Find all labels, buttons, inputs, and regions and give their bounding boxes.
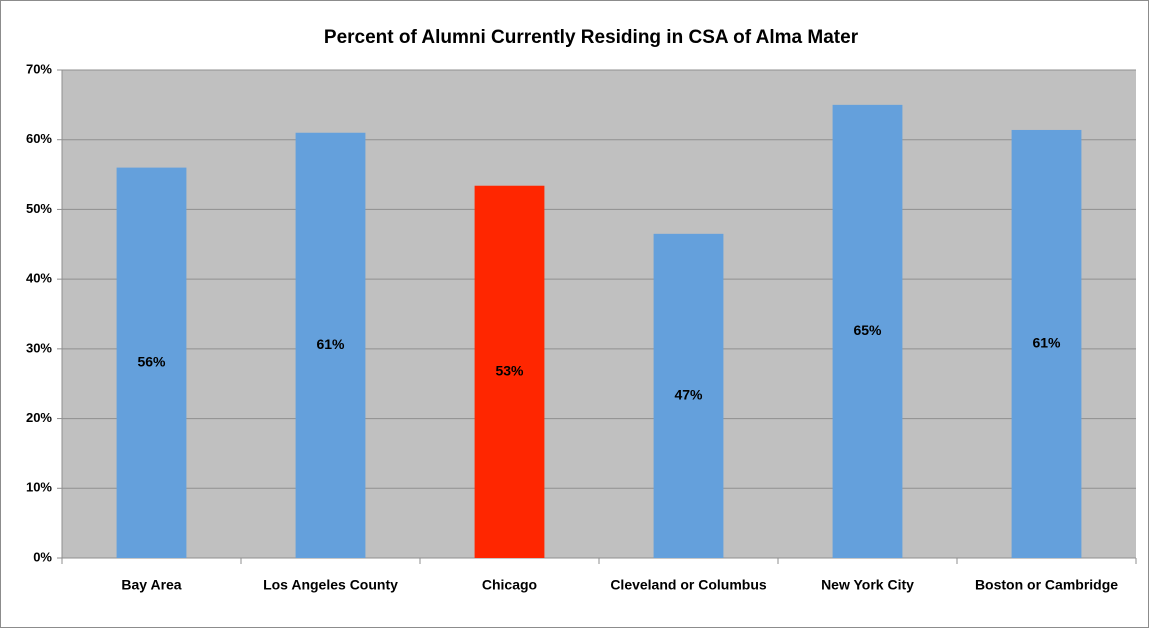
data-label: 56% <box>137 354 166 370</box>
x-tick-label: Chicago <box>482 577 537 593</box>
y-tick-label: 40% <box>26 271 52 286</box>
y-tick-label: 10% <box>26 480 52 495</box>
x-tick-label: New York City <box>821 577 914 593</box>
data-label: 61% <box>1032 335 1061 351</box>
x-tick-label: Cleveland or Columbus <box>610 577 767 593</box>
bar <box>474 185 545 558</box>
plot-area <box>62 70 1136 558</box>
chart-title: Percent of Alumni Currently Residing in … <box>324 27 859 48</box>
x-tick-label: Bay Area <box>121 577 181 593</box>
bar <box>1011 129 1082 558</box>
data-label: 61% <box>316 336 345 352</box>
y-tick-label: 50% <box>26 201 52 216</box>
y-tick-label: 60% <box>26 131 52 146</box>
x-tick-label: Boston or Cambridge <box>975 577 1118 593</box>
data-label: 53% <box>495 363 524 379</box>
bar <box>653 233 724 559</box>
x-tick-label: Los Angeles County <box>263 577 398 593</box>
y-tick-label: 0% <box>33 549 52 564</box>
y-tick-label: 20% <box>26 410 52 425</box>
y-tick-label: 30% <box>26 340 52 355</box>
data-label: 47% <box>674 387 703 403</box>
bar <box>832 104 903 558</box>
bar <box>295 132 366 558</box>
data-label: 65% <box>853 322 882 338</box>
bar <box>116 167 187 558</box>
y-tick-label: 70% <box>26 61 52 76</box>
